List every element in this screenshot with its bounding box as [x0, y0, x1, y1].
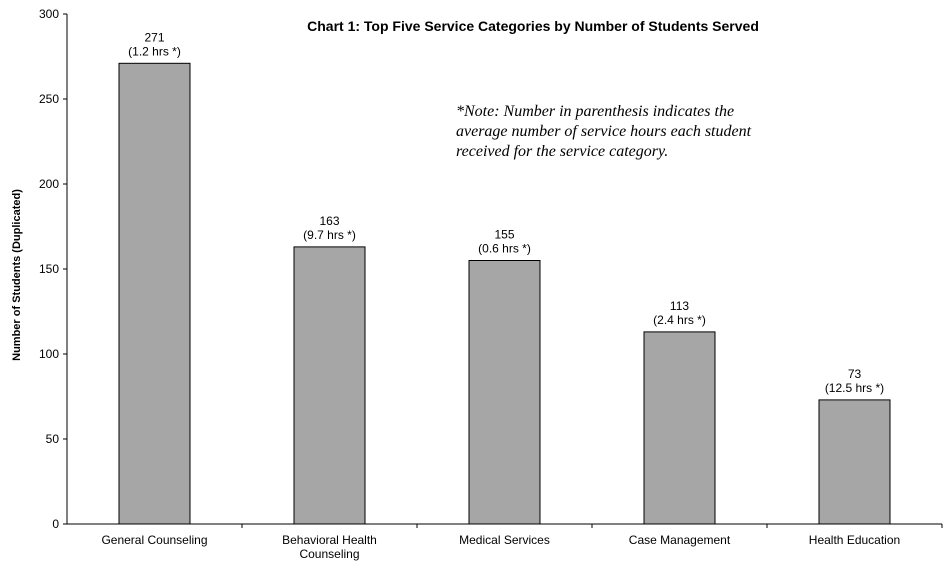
x-tick-label: Health Education: [809, 533, 900, 547]
bar: [818, 399, 891, 525]
y-tick-label: 200: [39, 177, 59, 191]
bar-value-label: 113: [670, 299, 689, 313]
bar: [468, 260, 541, 525]
bar: [118, 62, 191, 525]
bar-hours-label: (9.7 hrs *): [303, 228, 356, 242]
y-tick-label: 100: [39, 347, 59, 361]
y-tick-label: 150: [39, 262, 59, 276]
bar-hours-label: (2.4 hrs *): [653, 313, 706, 327]
note-annotation: *Note: Number in parenthesis indicates t…: [456, 103, 752, 160]
y-tick-label: 300: [39, 7, 59, 21]
y-tick-label: 250: [39, 92, 59, 106]
chart-title: Chart 1: Top Five Service Categories by …: [307, 18, 759, 34]
bar-value-label: 271: [144, 30, 164, 44]
bar-value-label: 163: [319, 214, 339, 228]
bar-hours-label: (12.5 hrs *): [825, 381, 884, 395]
y-axis-title: Number of Students (Duplicated): [11, 189, 23, 361]
bar-value-label: 155: [494, 228, 514, 242]
note-line: *Note: Number in parenthesis indicates t…: [456, 103, 734, 120]
y-tick-label: 0: [52, 517, 59, 531]
bar: [293, 246, 366, 525]
x-tick-label: Case Management: [629, 533, 731, 547]
bar-hours-label: (0.6 hrs *): [478, 242, 531, 256]
bar-hours-label: (1.2 hrs *): [128, 44, 181, 58]
note-line: average number of service hours each stu…: [456, 123, 752, 140]
bar-value-label: 73: [848, 367, 862, 381]
bars: 271(1.2 hrs *) 163(9.7 hrs *) 155(0.6 hrs …: [118, 30, 891, 525]
note-line: received for the service category.: [456, 143, 668, 160]
y-axis: 0 50 100 150 200 250 300: [39, 7, 67, 531]
x-tick-label: Behavioral Health Counseling: [282, 533, 377, 561]
y-tick-label: 50: [46, 432, 60, 446]
x-tick-label: General Counseling: [101, 533, 207, 547]
bar: [643, 331, 716, 525]
x-axis-labels: General Counseling Behavioral Health Couns…: [101, 524, 943, 561]
x-tick-label: Medical Services: [459, 533, 550, 547]
